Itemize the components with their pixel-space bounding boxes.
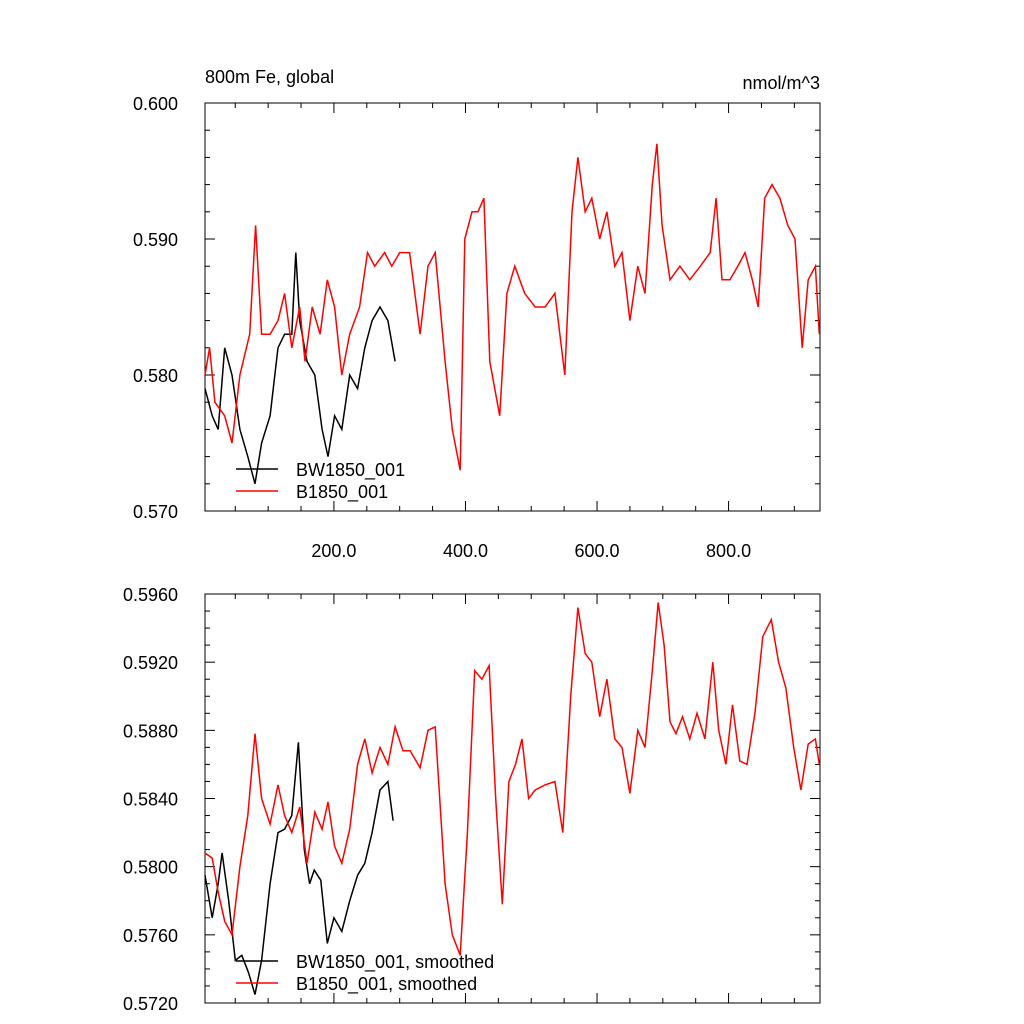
data-line <box>204 143 821 471</box>
legend-label: BW1850_001 <box>296 460 405 481</box>
y-tick-label: 0.600 <box>133 94 178 114</box>
y-tick-label: 0.5920 <box>123 653 178 673</box>
data-line <box>204 252 396 484</box>
y-tick-label: 0.5840 <box>123 790 178 810</box>
x-tick-label: 800.0 <box>706 541 751 561</box>
y-tick-label: 0.570 <box>133 502 178 522</box>
y-tick-label: 0.580 <box>133 366 178 386</box>
chart-title: 800m Fe, global <box>205 67 334 87</box>
y-tick-label: 0.5720 <box>123 994 178 1014</box>
legend-label: BW1850_001, smoothed <box>296 952 494 973</box>
plot-frame <box>204 593 821 1004</box>
x-tick-label: 600.0 <box>574 541 619 561</box>
legend-label: B1850_001 <box>296 482 388 503</box>
y-tick-label: 0.5880 <box>123 721 178 741</box>
y-tick-label: 0.5760 <box>123 926 178 946</box>
x-tick-label: 400.0 <box>443 541 488 561</box>
units-label: nmol/m^3 <box>743 73 820 93</box>
plot-frame <box>204 102 821 512</box>
legend-label: B1850_001, smoothed <box>296 974 477 995</box>
x-tick-label: 200.0 <box>311 541 356 561</box>
y-tick-label: 0.5800 <box>123 858 178 878</box>
y-tick-label: 0.5960 <box>123 585 178 605</box>
data-line <box>204 742 394 995</box>
data-line <box>204 602 821 956</box>
y-tick-label: 0.590 <box>133 230 178 250</box>
